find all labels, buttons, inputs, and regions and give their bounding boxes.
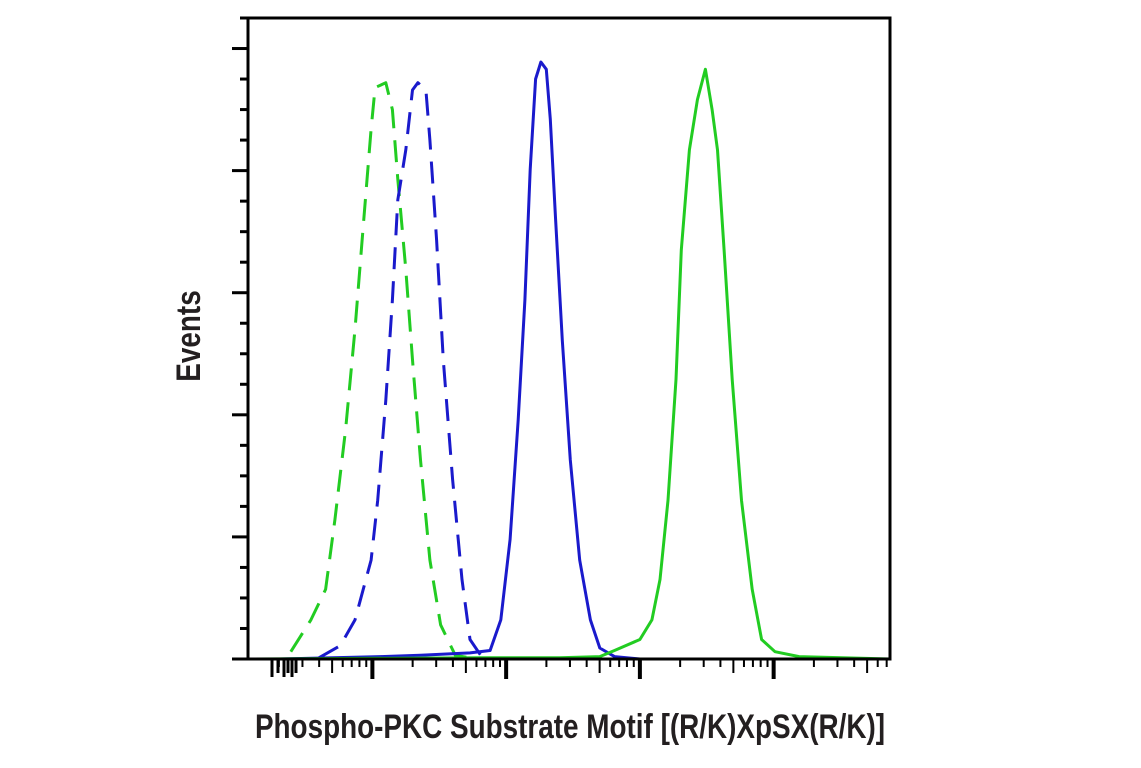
plot-frame [246,16,892,661]
series-line-3 [247,67,891,661]
series-line-0 [289,81,471,660]
series-line-1 [318,81,482,660]
x-axis-label: Phospho-PKC Substrate Motif [(R/K)XpSX(R… [255,707,885,745]
series-line-2 [280,60,890,661]
y-axis-label: Events [169,290,207,381]
plot-area [247,60,891,661]
axis-ticks [232,16,888,679]
